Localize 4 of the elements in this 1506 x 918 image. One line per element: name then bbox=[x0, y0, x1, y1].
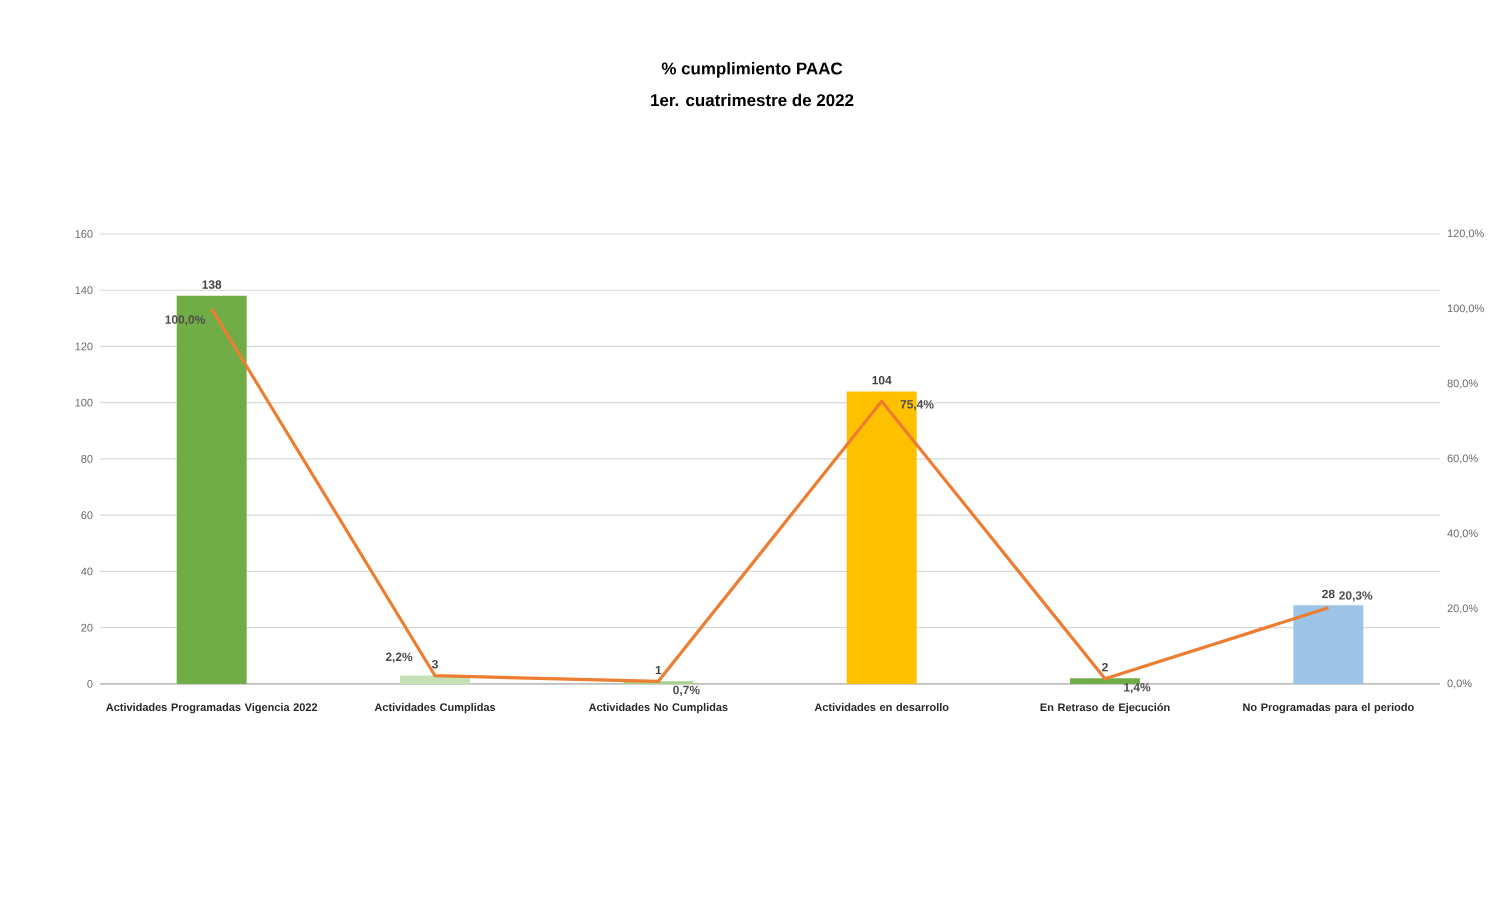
chart-title: % cumplimiento PAAC bbox=[661, 62, 843, 78]
bar bbox=[1293, 605, 1364, 684]
bar bbox=[1070, 678, 1141, 684]
chart-subtitle: 1er. cuatrimestre de 2022 bbox=[651, 93, 854, 107]
